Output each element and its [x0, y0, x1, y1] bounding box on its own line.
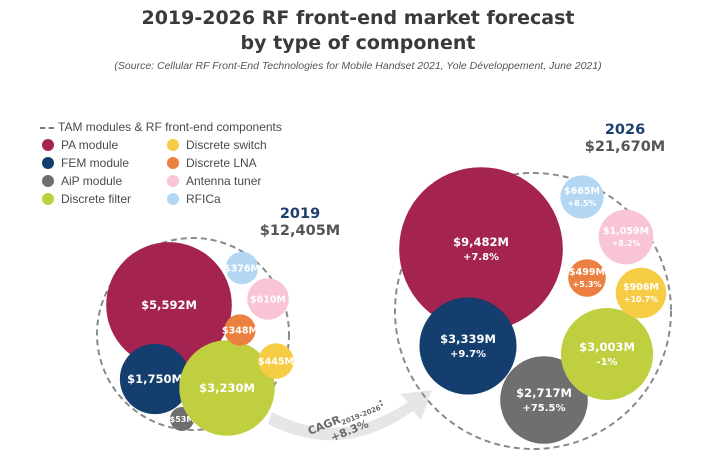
cagr-label: +75.5%	[522, 403, 565, 414]
bubble-discrete-lna-2026	[568, 259, 606, 297]
legend-tam: TAM modules & RF front-end components	[40, 120, 282, 134]
legend-swatch-icon	[167, 157, 179, 169]
year-2019: 2019	[279, 206, 321, 222]
legend-swatch-icon	[42, 193, 54, 205]
tam-ring-2019	[96, 237, 290, 431]
chart-source: (Source: Cellular RF Front-End Technolog…	[114, 60, 602, 72]
legend-swatch-icon	[167, 139, 179, 151]
value-label: $9,482M	[453, 235, 509, 249]
value-label: $348M	[222, 325, 258, 336]
cagr-suffix: :	[376, 396, 385, 410]
value-label: $3,230M	[199, 381, 255, 395]
legend-swatch-icon	[42, 175, 54, 187]
bubble-discrete-switch-2019	[258, 343, 294, 379]
value-label: $906M	[623, 282, 659, 293]
legend-item-label: PA module	[61, 138, 119, 152]
legend-item: RFICa	[167, 191, 221, 207]
cagr-label: +8.5%	[568, 199, 597, 208]
value-label: $3,003M	[579, 340, 635, 354]
chart-title: 2019-2026 RF front-end market forecast b…	[0, 6, 716, 56]
legend-item: Antenna tuner	[167, 173, 261, 189]
legend-item-label: RFICa	[186, 192, 221, 206]
legend-item-label: Discrete LNA	[186, 156, 257, 170]
value-label: $5,592M	[141, 298, 197, 312]
cagr-label: +9.7%	[450, 349, 486, 360]
year-2019-label: 2019 $12,405M	[240, 206, 360, 240]
bubble-discrete-switch-2026	[615, 267, 667, 319]
legend-item: PA module	[42, 137, 118, 153]
value-label: $2,717M	[516, 386, 572, 400]
legend-item: Discrete switch	[167, 137, 267, 153]
legend-swatch-icon	[42, 157, 54, 169]
bubble-fem-module-2026	[419, 297, 517, 395]
bubble-fem-module-2019	[119, 343, 191, 415]
legend-item-label: Discrete switch	[186, 138, 267, 152]
legend-item-label: FEM module	[61, 156, 130, 170]
bubble-pa-module-2019	[106, 242, 232, 368]
value-label: $1,059M	[603, 226, 649, 237]
cagr-label: +7.8%	[463, 252, 499, 263]
value-label: $445M	[258, 356, 294, 367]
bubble-discrete-lna-2019	[224, 314, 256, 346]
cagr-label: +8.2%	[612, 239, 641, 248]
legend-item-label: Discrete filter	[61, 192, 132, 206]
legend-item-label: Antenna tuner	[186, 174, 262, 188]
chart-title-line2: by type of component	[240, 32, 476, 54]
bubble-antenna-tuner-2019	[247, 278, 289, 320]
value-label: $610M	[250, 294, 286, 305]
tam-ring-2026	[394, 172, 672, 450]
legend-swatch-icon	[167, 175, 179, 187]
dashed-line-icon	[40, 126, 54, 129]
year-2026-total: $21,670M	[584, 139, 666, 155]
value-label: $53M	[170, 415, 195, 424]
cagr-arrow-icon	[268, 390, 432, 441]
bubble-rfica-2019	[225, 251, 259, 285]
cagr-label: +10.7%	[624, 295, 658, 304]
bubble-rfica-2026	[560, 175, 604, 219]
cagr-label: -1%	[596, 357, 617, 368]
legend-swatch-icon	[42, 139, 54, 151]
legend-item: Discrete LNA	[167, 155, 257, 171]
bubble-antenna-tuner-2026	[598, 209, 654, 265]
legend-item-label: AiP module	[61, 174, 123, 188]
bubble-aip-module-2026	[500, 356, 588, 444]
value-label: $3,339M	[440, 332, 496, 346]
legend-item: FEM module	[42, 155, 129, 171]
bubble-pa-module-2026	[399, 167, 563, 331]
cagr-label: +5.3%	[573, 280, 602, 289]
legend-tam-label: TAM modules & RF front-end components	[58, 120, 282, 134]
legend-item: AiP module	[42, 173, 122, 189]
year-2026: 2026	[604, 122, 646, 138]
value-label: $1,750M	[127, 372, 183, 386]
value-label: $499M	[569, 267, 605, 278]
legend-item: Discrete filter	[42, 191, 131, 207]
year-2026-label: 2026 $21,670M	[565, 122, 685, 156]
bubble-discrete-filter-2026	[560, 307, 654, 401]
bubble-discrete-filter-2019	[179, 340, 275, 436]
value-label: $376M	[224, 263, 260, 274]
legend-swatch-icon	[167, 193, 179, 205]
year-2019-total: $12,405M	[259, 223, 341, 239]
chart-title-line1: 2019-2026 RF front-end market forecast	[141, 7, 575, 29]
value-label: $665M	[564, 186, 600, 197]
cagr-arrow-group: CAGR2019-2026:+8.3%	[268, 390, 432, 444]
